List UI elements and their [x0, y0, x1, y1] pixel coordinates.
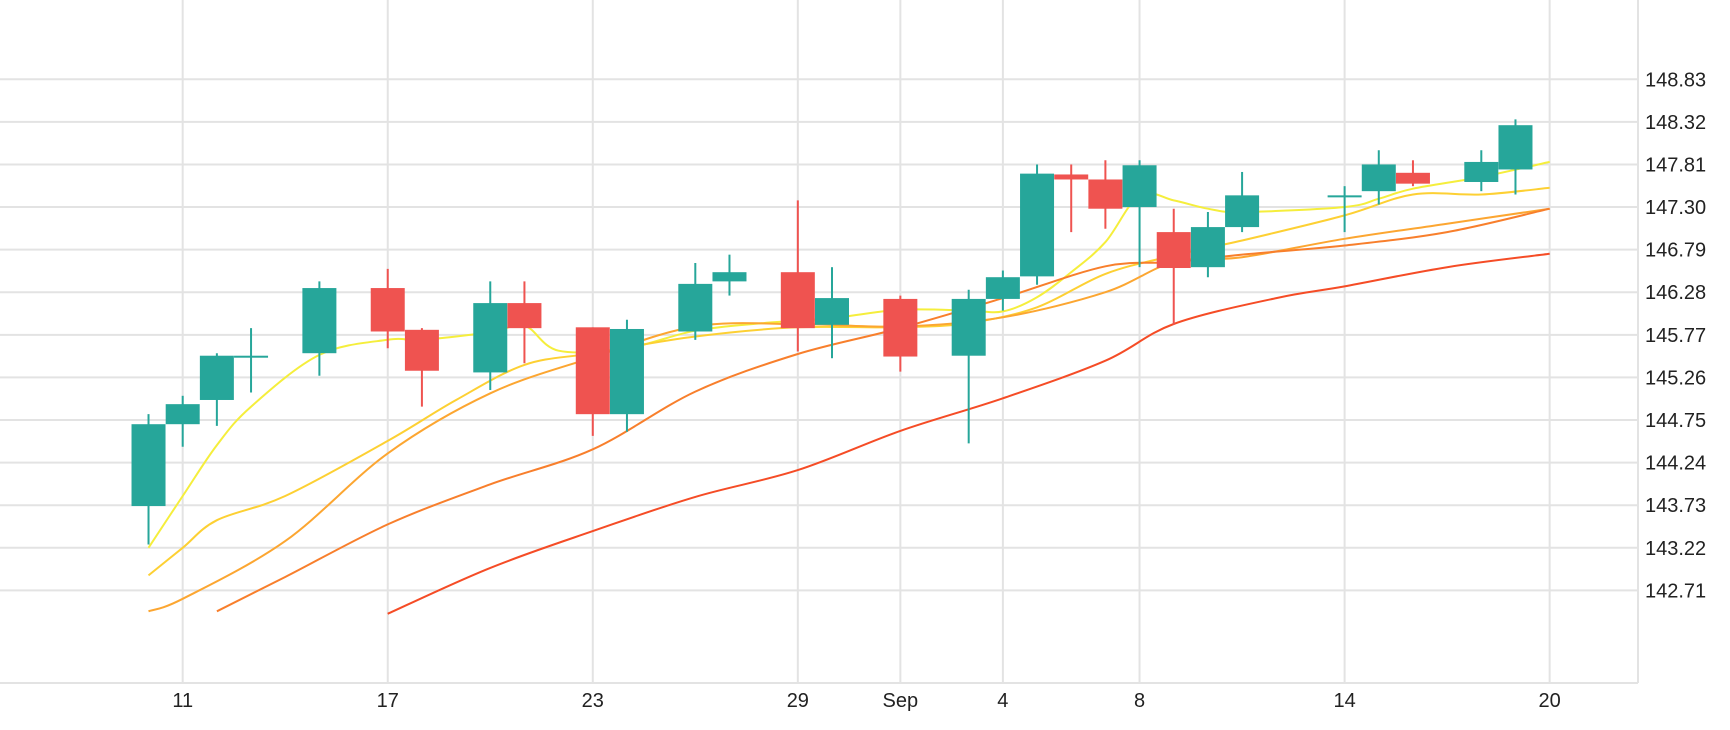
candle	[302, 281, 337, 376]
ma-line-1	[147, 160, 1550, 549]
candle	[815, 267, 849, 359]
candle-body-up	[951, 298, 986, 356]
y-tick-label: 143.73	[1645, 495, 1706, 517]
candle	[370, 268, 405, 349]
price-axis: 142.71 143.22 143.73 144.24 144.75 145.26 145.…	[1645, 69, 1706, 602]
candle-body-down	[507, 303, 542, 329]
candle	[1020, 164, 1055, 285]
candle	[1225, 171, 1260, 233]
y-tick-label: 144.24	[1645, 453, 1706, 475]
y-tick-label: 142.71	[1645, 580, 1706, 602]
candle-body-up	[678, 283, 713, 332]
y-tick-label: 143.22	[1645, 538, 1706, 560]
candle	[609, 319, 644, 432]
candle-body-up	[1190, 227, 1225, 268]
y-tick-label: 145.77	[1645, 325, 1706, 347]
candle-body-up	[1122, 165, 1157, 208]
x-tick-label: 29	[787, 690, 809, 712]
candle-body-up	[1498, 125, 1533, 170]
candle-body-up	[1361, 164, 1396, 192]
candle-body-down	[883, 298, 918, 357]
candle	[780, 200, 815, 352]
candle-body-down	[1395, 172, 1430, 184]
candle-body-up	[473, 303, 508, 373]
x-tick-label: 23	[582, 690, 604, 712]
candle	[1361, 150, 1396, 205]
candle	[507, 281, 542, 364]
y-tick-label: 144.75	[1645, 410, 1706, 432]
candle-body-up	[1327, 195, 1362, 198]
y-tick-label: 145.26	[1645, 367, 1706, 389]
candle-body-up	[302, 288, 337, 354]
x-tick-label: Sep	[883, 690, 919, 712]
candle-body-up	[815, 298, 849, 325]
candle-body-up	[609, 328, 644, 415]
candle	[1464, 150, 1499, 192]
candle	[1122, 160, 1157, 268]
ma-line-3	[148, 207, 1550, 613]
candle-body-up	[1020, 173, 1055, 277]
candle-body-down	[575, 327, 610, 415]
candle	[199, 353, 234, 426]
candle-body-up	[165, 404, 200, 425]
candle	[1156, 208, 1191, 325]
x-tick-label: 14	[1333, 690, 1355, 712]
candle-body-down	[780, 272, 815, 329]
candle	[985, 270, 1020, 311]
ma-line-5	[387, 252, 1550, 615]
y-tick-label: 147.30	[1645, 197, 1706, 219]
candle-body-down	[1088, 179, 1123, 209]
candle-body-up	[131, 424, 166, 507]
x-tick-label: 11	[172, 690, 193, 712]
candle	[1327, 186, 1362, 233]
candle-body-up	[1225, 195, 1260, 228]
candle	[131, 414, 166, 545]
candle	[165, 395, 200, 447]
candle-body-down	[370, 288, 405, 332]
candle	[951, 289, 986, 444]
candle	[234, 328, 269, 393]
grid-lines	[0, 0, 1639, 684]
candle	[1190, 212, 1225, 278]
candle-body-up	[1464, 161, 1499, 182]
candle	[678, 263, 713, 340]
x-tick-label: 4	[997, 690, 1008, 712]
candle-body-up	[234, 355, 269, 358]
candle	[1395, 160, 1430, 187]
y-tick-label: 146.79	[1645, 240, 1706, 262]
y-tick-label: 146.28	[1645, 282, 1706, 304]
ma-line-4	[216, 207, 1550, 613]
candle	[1088, 160, 1123, 229]
candle	[712, 254, 747, 296]
candle	[1498, 119, 1533, 195]
candle-body-down	[1054, 174, 1089, 180]
candle-body-down	[404, 329, 439, 371]
candles	[131, 119, 1533, 545]
y-tick-label: 147.81	[1645, 154, 1706, 176]
ma-line-2	[147, 186, 1550, 577]
candle	[1054, 164, 1089, 233]
x-tick-label: 20	[1539, 690, 1561, 712]
x-tick-label: 8	[1134, 690, 1145, 712]
candle-body-up	[199, 355, 234, 400]
candle	[404, 328, 439, 407]
candle-body-up	[712, 272, 747, 282]
y-tick-label: 148.32	[1645, 112, 1706, 134]
candle	[473, 281, 508, 390]
candle	[883, 295, 918, 372]
moving-average-lines	[147, 160, 1550, 615]
time-axis: 11 17 23 29 Sep 4 8 14 20	[172, 690, 1560, 712]
candle-body-up	[985, 277, 1020, 299]
candle	[575, 327, 610, 436]
x-tick-label: 17	[377, 690, 399, 712]
y-tick-label: 148.83	[1645, 69, 1706, 91]
candle-body-down	[1156, 232, 1191, 269]
